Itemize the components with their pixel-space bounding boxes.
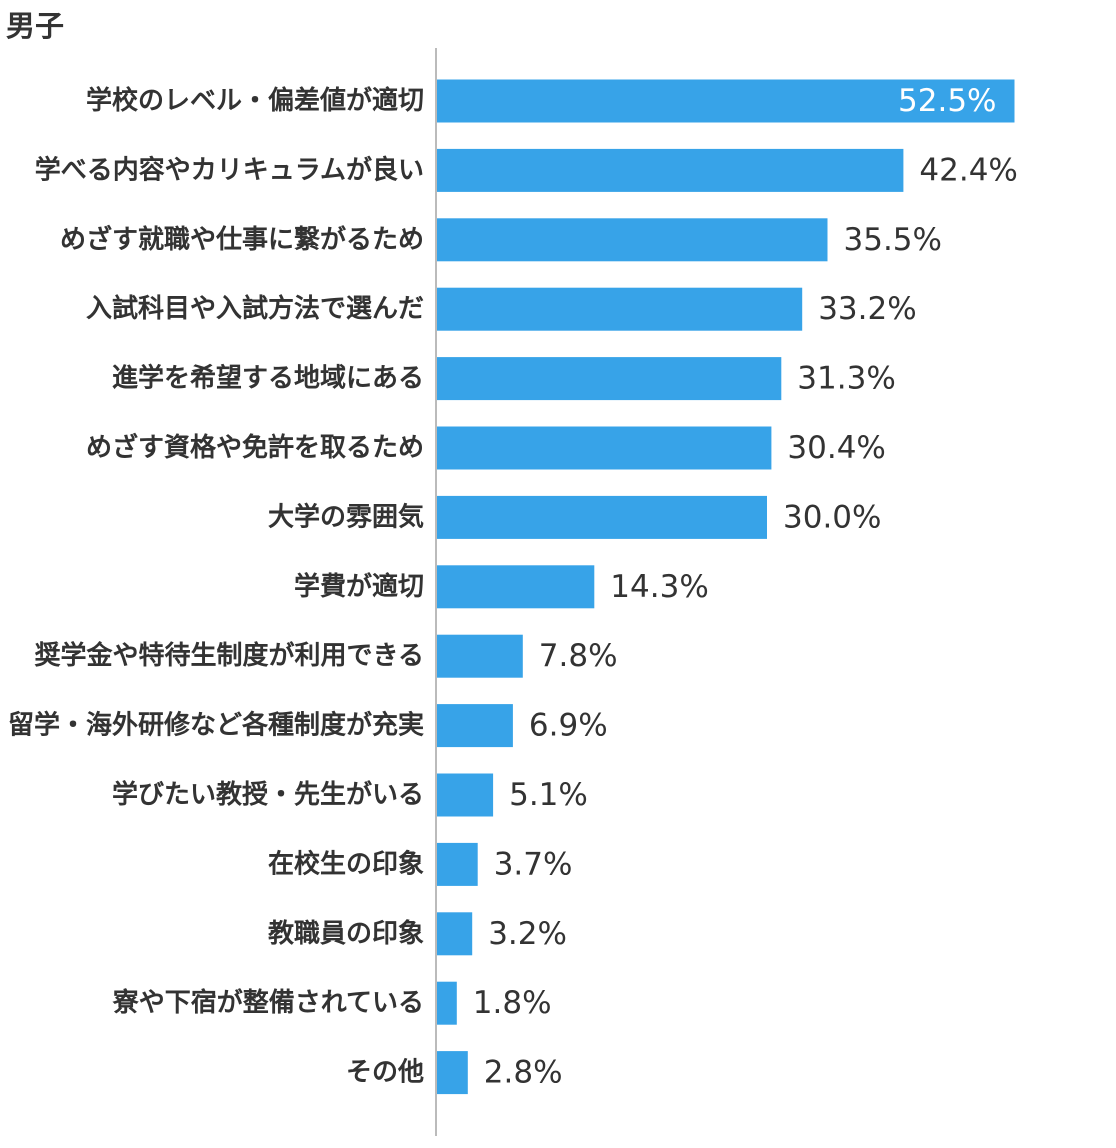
category-label: 学べる内容やカリキュラムが良い <box>35 154 424 185</box>
bar <box>437 357 782 401</box>
value-label: 14.3% <box>610 569 708 605</box>
bar <box>437 148 904 192</box>
value-label: 52.5% <box>898 83 996 119</box>
chart-title: 男子 <box>6 9 65 43</box>
category-label: 教職員の印象 <box>268 918 424 949</box>
value-label: 3.2% <box>488 916 567 952</box>
value-label: 33.2% <box>818 291 916 327</box>
category-label: 学費が適切 <box>294 571 424 602</box>
value-label: 7.8% <box>539 638 618 674</box>
category-label: めざす就職や仕事に繋がるため <box>60 224 424 255</box>
value-label: 6.9% <box>529 708 608 744</box>
value-labels-group: 52.5% 42.4% 35.5% 33.2% 31.3% 30.4% 30.0% 14.3%… <box>473 83 1018 1091</box>
value-label: 5.1% <box>509 777 588 813</box>
value-label: 42.4% <box>919 152 1017 188</box>
category-label: 奨学金や特待生制度が利用できる <box>35 640 424 671</box>
category-label: 学びたい教授・先生がいる <box>112 779 424 810</box>
bar <box>437 495 767 539</box>
value-label: 30.4% <box>787 430 885 466</box>
bar <box>437 79 1015 123</box>
bar <box>437 287 803 331</box>
bar <box>437 912 473 956</box>
bar <box>437 773 494 817</box>
bar <box>437 565 595 609</box>
bar <box>437 634 523 678</box>
bar <box>437 704 513 748</box>
category-label: 留学・海外研修など各種制度が充実 <box>8 710 424 741</box>
category-label: 入試科目や入試方法で選んだ <box>86 293 424 324</box>
category-label: 在校生の印象 <box>268 848 424 879</box>
bars-group <box>437 79 1015 1095</box>
bar <box>437 1051 468 1095</box>
category-label: 進学を希望する地域にある <box>112 363 424 394</box>
category-label: 大学の雰囲気 <box>268 501 424 532</box>
value-label: 1.8% <box>473 985 552 1021</box>
value-label: 2.8% <box>484 1055 563 1091</box>
category-label: その他 <box>346 1058 424 1088</box>
bar <box>437 981 457 1025</box>
value-label: 3.7% <box>494 846 573 882</box>
category-label: 学校のレベル・偏差値が適切 <box>86 85 424 116</box>
bar <box>437 426 772 470</box>
bar <box>437 842 478 886</box>
value-label: 31.3% <box>797 361 895 397</box>
category-label: 寮や下宿が整備されている <box>112 987 424 1018</box>
value-label: 35.5% <box>844 222 942 258</box>
category-label: めざす資格や免許を取るため <box>86 432 424 463</box>
category-labels-group: 学校のレベル・偏差値が適切学べる内容やカリキュラムが良いめざす就職や仕事に繋がる… <box>8 85 424 1088</box>
bar <box>437 218 828 262</box>
value-label: 30.0% <box>783 499 881 535</box>
